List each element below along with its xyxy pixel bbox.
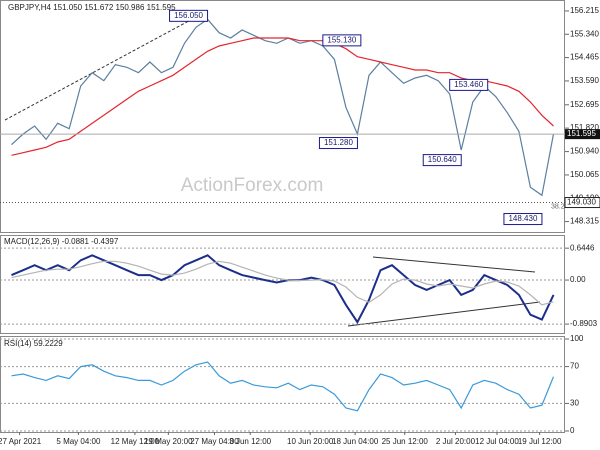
y-tick-label: 155.340: [570, 29, 599, 38]
y-tick-label: -0.8903: [570, 319, 598, 328]
x-tick-label: 5 May 04:00: [56, 437, 101, 446]
y-tick-label: 156.215: [570, 6, 599, 15]
annotation-box: [169, 9, 209, 22]
y-tick-label: 154.465: [570, 53, 599, 62]
macd-pane: [0, 235, 565, 334]
fib-label: 38.2: [551, 203, 565, 210]
x-tick-label: 12 Jul 04:00: [475, 437, 519, 446]
y-tick-label: 151.820: [570, 123, 599, 132]
trend-line: [4, 15, 199, 121]
x-tick-label: 19 May 20:00: [144, 437, 193, 446]
annotation-label: 155.130: [327, 35, 356, 44]
y-tick-label: 148.315: [570, 217, 599, 226]
series-line: [11, 260, 554, 306]
y-tick-label: 0: [570, 426, 575, 435]
series-line: [11, 37, 554, 156]
annotation-label: 153.460: [454, 80, 483, 89]
rsi-pane: [0, 336, 565, 433]
y-tick-label: 70: [570, 362, 579, 371]
series-line: [11, 254, 555, 325]
last-price-box: [565, 129, 600, 140]
fib-price-label: 149.030: [567, 198, 596, 207]
y-tick-label: 0.00: [570, 275, 586, 284]
annotation-box: [322, 34, 362, 47]
annotation-box: [503, 213, 543, 226]
y-tick-label: 152.695: [570, 100, 599, 109]
y-tick-label: 30: [570, 399, 579, 408]
annotation-label: 156.050: [174, 11, 203, 20]
annotation-label: 148.430: [508, 214, 537, 223]
x-tick-label: 12 May 12:00: [111, 437, 160, 446]
x-tick-label: 10 Jun 20:00: [287, 437, 334, 446]
rsi-title: RSI(14) 59.2229: [4, 339, 63, 348]
x-tick-label: 18 Jun 04:00: [332, 437, 379, 446]
last-price-label: 151.595: [567, 129, 596, 138]
chart-title: GBPJPY,H4 151.050 151.672 150.986 151.59…: [8, 3, 176, 12]
series-line: [11, 18, 555, 197]
x-tick-label: 27 May 04:00: [190, 437, 239, 446]
x-tick-label: 3 Jun 12:00: [229, 437, 271, 446]
fib-price-box: [564, 197, 600, 209]
trend-line: [347, 301, 541, 327]
x-tick-label: 25 Jun 12:00: [382, 437, 429, 446]
y-tick-label: 100: [570, 334, 584, 343]
y-tick-label: 0.6446: [570, 243, 595, 252]
x-tick-label: 27 Apr 2021: [0, 437, 42, 446]
series-line: [11, 361, 555, 412]
annotation-label: 150.640: [428, 155, 457, 164]
y-tick-label: 150.940: [570, 147, 599, 156]
annotation-box: [449, 78, 489, 91]
y-tick-label: 153.590: [570, 76, 599, 85]
trend-line: [372, 256, 536, 273]
y-tick-label: 150.065: [570, 170, 599, 179]
x-tick-label: 2 Jul 20:00: [436, 437, 476, 446]
price-pane: [0, 0, 565, 233]
annotation-box: [318, 137, 358, 150]
macd-title: MACD(12,26,9) -0.0881 -0.4397: [4, 237, 119, 246]
annotation-label: 151.280: [324, 138, 353, 147]
annotation-box: [422, 154, 462, 167]
x-tick-label: 19 Jul 12:00: [518, 437, 562, 446]
watermark: ActionForex.com: [181, 175, 324, 196]
